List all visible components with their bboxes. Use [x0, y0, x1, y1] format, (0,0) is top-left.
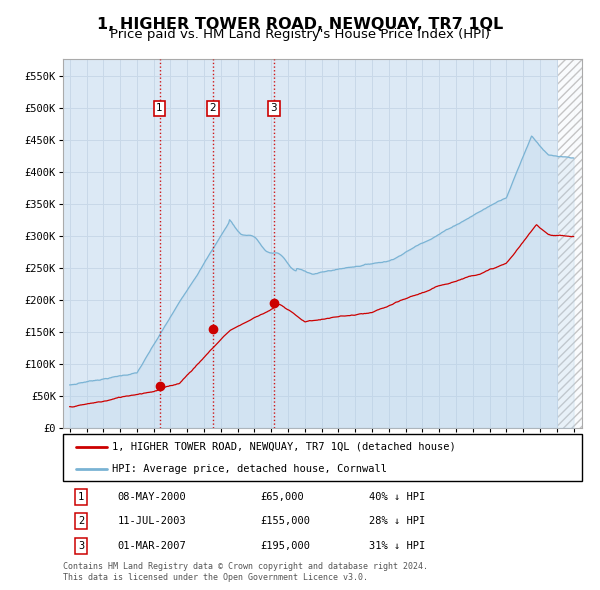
- Text: £195,000: £195,000: [260, 541, 310, 550]
- Text: 1: 1: [78, 492, 84, 502]
- Text: 2: 2: [78, 516, 84, 526]
- Text: 2: 2: [209, 103, 216, 113]
- Text: 01-MAR-2007: 01-MAR-2007: [118, 541, 186, 550]
- Text: 1, HIGHER TOWER ROAD, NEWQUAY, TR7 1QL: 1, HIGHER TOWER ROAD, NEWQUAY, TR7 1QL: [97, 17, 503, 31]
- Text: 40% ↓ HPI: 40% ↓ HPI: [369, 492, 425, 502]
- Text: This data is licensed under the Open Government Licence v3.0.: This data is licensed under the Open Gov…: [63, 573, 368, 582]
- Text: 31% ↓ HPI: 31% ↓ HPI: [369, 541, 425, 550]
- Text: £65,000: £65,000: [260, 492, 304, 502]
- Text: 11-JUL-2003: 11-JUL-2003: [118, 516, 186, 526]
- Text: Price paid vs. HM Land Registry's House Price Index (HPI): Price paid vs. HM Land Registry's House …: [110, 28, 490, 41]
- Text: 08-MAY-2000: 08-MAY-2000: [118, 492, 186, 502]
- Text: HPI: Average price, detached house, Cornwall: HPI: Average price, detached house, Corn…: [112, 464, 388, 474]
- Text: 1: 1: [156, 103, 163, 113]
- Text: 28% ↓ HPI: 28% ↓ HPI: [369, 516, 425, 526]
- Text: Contains HM Land Registry data © Crown copyright and database right 2024.: Contains HM Land Registry data © Crown c…: [63, 562, 428, 571]
- Text: 1, HIGHER TOWER ROAD, NEWQUAY, TR7 1QL (detached house): 1, HIGHER TOWER ROAD, NEWQUAY, TR7 1QL (…: [112, 442, 456, 452]
- Text: 3: 3: [78, 541, 84, 550]
- Text: £155,000: £155,000: [260, 516, 310, 526]
- Text: 3: 3: [271, 103, 277, 113]
